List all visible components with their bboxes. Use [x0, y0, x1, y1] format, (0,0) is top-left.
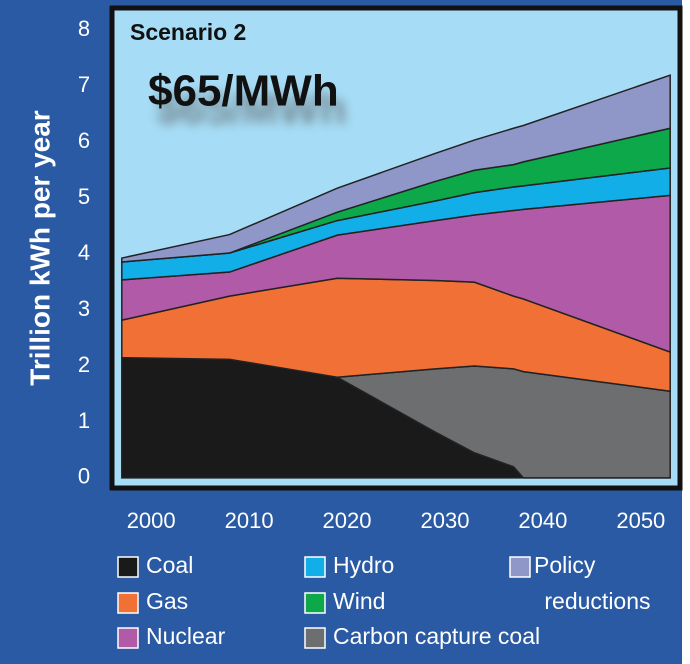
y-tick-label: 0 [78, 464, 90, 489]
legend-swatch [509, 556, 531, 578]
y-tick-label: 2 [78, 352, 90, 377]
legend-swatch [117, 627, 139, 649]
area [121, 74, 671, 263]
y-axis-label: Trillion kWh per year [24, 110, 55, 386]
legend-swatch [117, 556, 139, 578]
y-tick-label: 3 [78, 296, 90, 321]
y-tick-label: 5 [78, 184, 90, 209]
x-tick-label: 2030 [420, 508, 469, 533]
y-tick-label: 1 [78, 408, 90, 433]
legend-label: Carbon capture coal [333, 623, 540, 649]
legend-swatch [304, 556, 326, 578]
y-tick-label: 6 [78, 128, 90, 153]
y-tick-label: 8 [78, 16, 90, 41]
x-tick-label: 2020 [323, 508, 372, 533]
legend-swatch [304, 592, 326, 614]
annotation: $65/MWh [148, 67, 339, 116]
legend-label: Coal [146, 552, 193, 578]
y-tick-label: 4 [78, 240, 90, 265]
x-tick-label: 2040 [518, 508, 567, 533]
x-tick-label: 2000 [127, 508, 176, 533]
annotation-shadow: $65/MWh [156, 85, 347, 134]
plot-border [109, 5, 683, 491]
legend-label: Policy reductions [534, 552, 651, 614]
legend-label: Nuclear [146, 623, 226, 649]
legend-swatch [304, 627, 326, 649]
annotation: Scenario 2 [130, 19, 246, 45]
legend-swatch [117, 592, 139, 614]
legend-label: Wind [333, 588, 385, 614]
legend-label: Gas [146, 588, 188, 614]
legend-label: Hydro [333, 552, 394, 578]
x-tick-label: 2050 [616, 508, 665, 533]
x-tick-label: 2010 [225, 508, 274, 533]
y-tick-label: 7 [78, 72, 90, 97]
areas [121, 74, 671, 479]
